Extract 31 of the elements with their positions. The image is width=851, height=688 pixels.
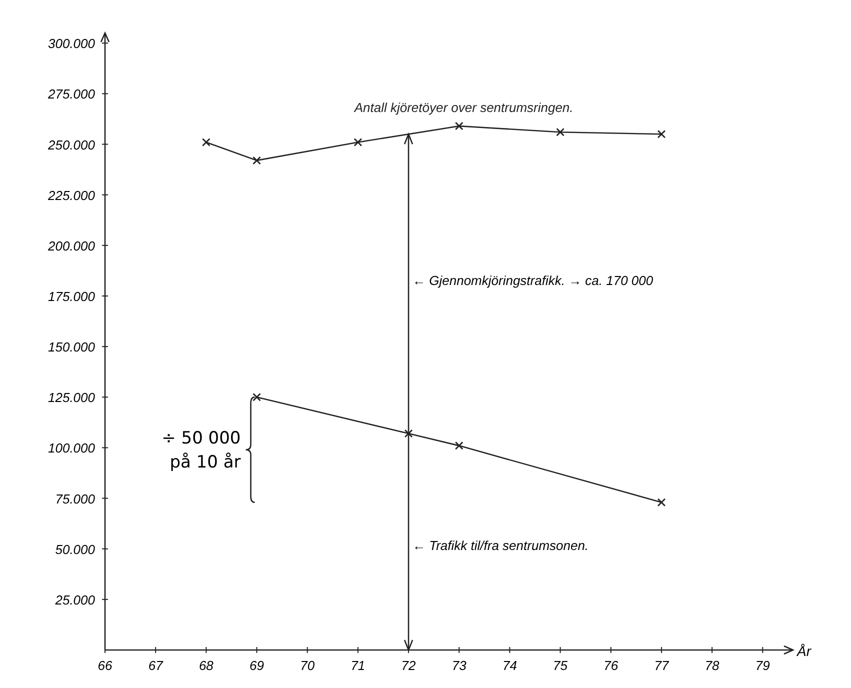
x-tick-label: 75 [553, 658, 568, 673]
x-tick-label: 69 [250, 658, 264, 673]
x-axis-title: År [796, 643, 812, 659]
x-tick-label: 73 [452, 658, 468, 673]
y-tick-label: 50.000 [55, 542, 96, 557]
x-tick-label: 68 [198, 658, 214, 673]
y-tick-label: 75.000 [55, 491, 96, 506]
y-tick-label: 275.000 [47, 86, 96, 102]
x-tick-label: 72 [401, 658, 417, 673]
y-tick-label: 200.000 [47, 238, 96, 254]
y-tick-label: 225.000 [47, 188, 96, 203]
y-tick-label: 25.000 [54, 592, 96, 608]
y-tick-label: 250.000 [47, 137, 96, 152]
x-tick-label: 78 [704, 658, 720, 673]
x-tick-label: 71 [350, 658, 366, 673]
x-tick-label: 67 [148, 658, 164, 673]
y-tick-label: 150.000 [48, 340, 96, 355]
series-label: Antall kjöretöyer over sentrumsringen. [353, 100, 574, 116]
x-tick-label: 70 [300, 658, 316, 673]
y-tick-label: 125.000 [48, 390, 96, 406]
x-tick-label: 77 [654, 658, 670, 673]
y-tick-label: 300.000 [48, 36, 96, 52]
x-tick-label: 76 [604, 658, 619, 673]
annotation: ÷ 50 000 på 10 år [162, 428, 241, 473]
x-tick-label: 79 [755, 658, 770, 673]
annotation: ← Trafikk til/fra sentrumsonen. [412, 538, 589, 553]
annotation: ← Gjennomkjöringstrafikk. → ca. 170 000 [412, 272, 654, 288]
x-tick-label: 66 [98, 658, 113, 673]
y-tick-label: 175.000 [48, 288, 96, 304]
x-tick-label: 74 [502, 658, 517, 673]
y-tick-label: 100.000 [48, 440, 96, 456]
